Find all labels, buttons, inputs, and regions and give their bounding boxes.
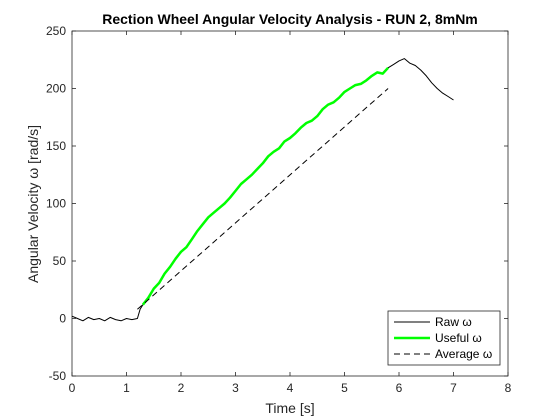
x-tick-label: 8 (505, 381, 512, 395)
y-tick-label: 200 (46, 82, 66, 96)
x-tick-label: 4 (287, 381, 294, 395)
y-tick-label: -50 (49, 369, 67, 383)
series-line-0 (71, 58, 454, 322)
y-tick-label: 0 (59, 312, 66, 326)
legend-label: Average ω (435, 347, 492, 361)
series-line-1 (141, 66, 390, 306)
y-tick-label: 100 (46, 197, 66, 211)
x-tick-label: 3 (232, 381, 239, 395)
y-axis-label: Angular Velocity ω [rad/s] (25, 125, 41, 283)
legend-label: Raw ω (435, 315, 472, 329)
legend-label: Useful ω (435, 331, 482, 345)
x-axis-label: Time [s] (265, 400, 314, 416)
x-tick-label: 7 (450, 381, 457, 395)
x-tick-label: 6 (396, 381, 403, 395)
y-tick-label: 250 (46, 24, 66, 38)
chart-title: Rection Wheel Angular Velocity Analysis … (102, 11, 478, 27)
legend: Raw ω Useful ω Average ω (387, 310, 501, 366)
x-tick-label: 0 (69, 381, 76, 395)
y-tick-label: 150 (46, 139, 66, 153)
x-tick-label: 2 (178, 381, 185, 395)
series-line-2 (137, 88, 389, 310)
y-tick-label: 50 (53, 254, 67, 268)
x-tick-label: 5 (341, 381, 348, 395)
x-tick-label: 1 (123, 381, 130, 395)
